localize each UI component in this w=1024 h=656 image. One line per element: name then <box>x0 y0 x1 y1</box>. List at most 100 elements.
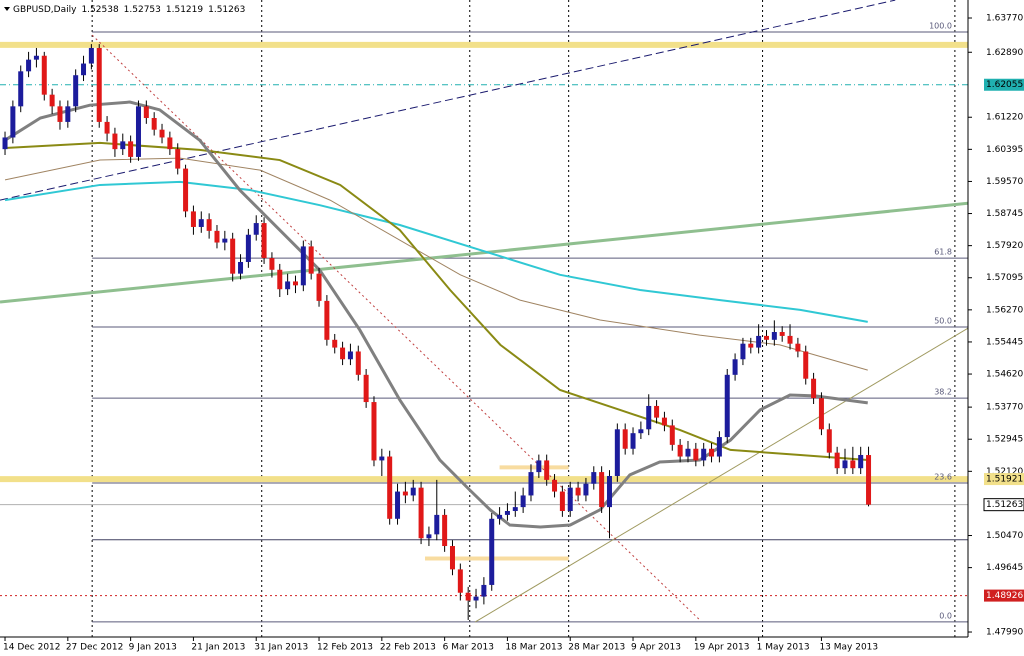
candle-body <box>826 429 832 453</box>
candle-body <box>693 448 699 461</box>
candle-body <box>654 405 660 418</box>
moving-average <box>4 100 868 529</box>
y-tick-label: 1.52945 <box>986 435 1023 445</box>
candle-body <box>677 444 683 457</box>
candle-body <box>88 47 94 64</box>
x-tick-label: 14 Dec 2012 <box>3 643 61 653</box>
candle-body <box>159 129 165 138</box>
candle-body <box>308 246 314 274</box>
candle-body <box>300 246 306 286</box>
price-tag <box>983 498 1024 512</box>
candle-body <box>575 487 581 496</box>
y-tick-label: 1.63770 <box>986 14 1023 24</box>
candle-body <box>842 460 848 469</box>
trend-line <box>0 201 968 304</box>
candle-body <box>402 491 408 496</box>
candle-body <box>183 168 189 212</box>
candle-body <box>481 584 487 597</box>
price-tag-label: 1.51921 <box>986 475 1023 485</box>
candle-body <box>866 455 872 505</box>
candle-body <box>120 141 126 150</box>
candle-body <box>292 281 298 286</box>
candle-body <box>104 121 110 134</box>
candle-body <box>795 343 801 352</box>
candle-body <box>316 273 322 301</box>
candle-body <box>567 487 573 512</box>
candle-body <box>151 118 157 130</box>
candle-body <box>245 234 251 262</box>
candle-body <box>504 511 510 515</box>
candle-body <box>33 55 39 60</box>
fibo-label: 23.6 <box>934 472 952 481</box>
candle-body <box>410 487 416 496</box>
candle-body <box>81 63 87 76</box>
candle-body <box>434 514 440 535</box>
candle-body <box>520 495 526 508</box>
candle-body <box>41 55 47 95</box>
y-tick-label: 1.54620 <box>986 370 1023 380</box>
candle-body <box>583 483 589 496</box>
candle-body <box>732 359 738 375</box>
candle-body <box>606 475 612 508</box>
candle-body <box>277 269 283 290</box>
y-tick-label: 1.59570 <box>986 177 1023 187</box>
x-tick-label: 12 Feb 2013 <box>317 643 373 653</box>
candle-body <box>261 223 267 259</box>
candle-body <box>395 491 401 519</box>
candle-body <box>426 534 432 539</box>
candle-body <box>748 343 754 348</box>
x-tick-label: 28 Mar 2013 <box>568 643 625 653</box>
candle-body <box>497 514 503 519</box>
header-icon <box>4 7 10 11</box>
candle-body <box>646 405 652 430</box>
candle-body <box>599 472 605 508</box>
candle-body <box>457 569 463 593</box>
y-tick-label: 1.61220 <box>986 113 1023 123</box>
plot-area: 100.0 61.8 50.0 38.2 23.6 0.0 <box>0 0 968 637</box>
candle-body <box>473 596 479 601</box>
candle-body <box>638 429 644 434</box>
x-tick-label: 6 Mar 2013 <box>443 643 494 653</box>
candle-body <box>128 141 134 157</box>
fibo-label: 100.0 <box>929 22 952 31</box>
x-tick-label: 22 Feb 2013 <box>380 643 436 653</box>
ohlc-value: 1.51219 <box>166 5 203 15</box>
candle-body <box>544 460 550 480</box>
candle-body <box>512 507 518 512</box>
candle-body <box>214 230 220 243</box>
candle-body <box>803 351 809 379</box>
y-tick-label: 1.57095 <box>986 273 1023 283</box>
candle-body <box>143 106 149 119</box>
candle-body <box>552 479 558 492</box>
candle-body <box>630 433 636 449</box>
candle-body <box>230 238 236 274</box>
x-tick-label: 13 May 2013 <box>819 643 878 653</box>
y-tick-label: 1.57920 <box>986 241 1023 251</box>
candle-body <box>73 75 79 107</box>
candle-body <box>669 425 675 445</box>
candle-body <box>10 106 16 138</box>
fibo-label: 38.2 <box>934 388 952 397</box>
candle-body <box>332 339 338 348</box>
candle-body <box>771 332 777 340</box>
candle-body <box>449 546 455 570</box>
candle-body <box>536 460 542 473</box>
price-tag-label: 1.48926 <box>986 591 1023 601</box>
ohlc-value: 1.51263 <box>208 5 245 15</box>
moving-average <box>4 157 868 371</box>
price-tag <box>984 589 1024 602</box>
y-tick-label: 1.52120 <box>986 467 1023 477</box>
price-tag <box>984 473 1024 486</box>
fibo-label: 61.8 <box>934 248 952 257</box>
candle-body <box>418 487 424 539</box>
candle-body <box>716 437 722 457</box>
candle-body <box>340 347 346 360</box>
candle-body <box>387 456 393 519</box>
candle-body <box>371 402 377 461</box>
candle-body <box>222 238 228 243</box>
candle-body <box>559 491 565 512</box>
candle-body <box>787 335 793 344</box>
candle-body <box>285 281 291 290</box>
